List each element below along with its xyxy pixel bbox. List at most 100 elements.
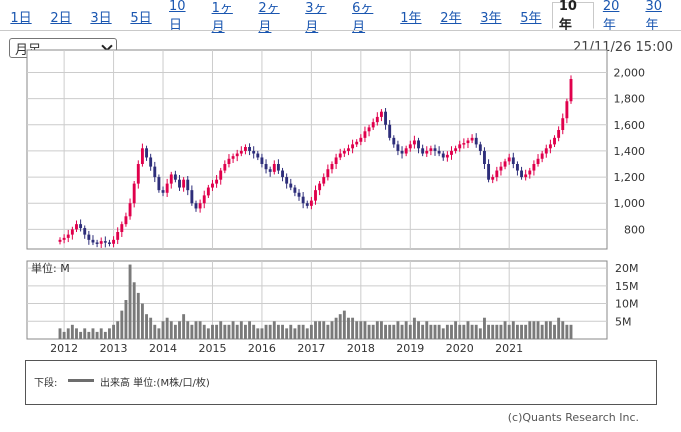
volume-bar bbox=[491, 324, 495, 339]
candle-body bbox=[268, 169, 272, 172]
tab-period-13[interactable]: 10年 bbox=[551, 0, 594, 33]
volume-bar bbox=[211, 324, 214, 339]
candle-body bbox=[182, 179, 186, 188]
volume-bar bbox=[95, 331, 99, 339]
candle-body bbox=[309, 200, 313, 206]
candle-body bbox=[227, 158, 231, 164]
volume-bar bbox=[289, 324, 293, 339]
candle-body bbox=[112, 239, 116, 244]
candle-body bbox=[392, 137, 396, 145]
candle-body bbox=[495, 170, 499, 178]
volume-bar bbox=[91, 328, 95, 339]
candle-body bbox=[264, 164, 268, 170]
candle-body bbox=[355, 141, 359, 145]
tab-period-3[interactable]: 5日 bbox=[130, 10, 152, 26]
volume-bar bbox=[557, 317, 561, 339]
candle-body bbox=[198, 203, 202, 209]
volume-bar bbox=[532, 321, 536, 339]
volume-bar bbox=[342, 310, 346, 339]
candle-body bbox=[351, 144, 355, 149]
volume-bar bbox=[520, 324, 523, 339]
candle-body bbox=[223, 164, 227, 171]
candle-body bbox=[470, 137, 474, 141]
volume-bar bbox=[153, 324, 157, 339]
tab-period-0[interactable]: 1日 bbox=[10, 10, 32, 26]
candle-body bbox=[371, 122, 375, 128]
volume-bar bbox=[495, 324, 499, 339]
volume-bar bbox=[483, 317, 486, 339]
candle-body bbox=[281, 170, 284, 178]
volume-bar bbox=[351, 317, 355, 339]
candle-body bbox=[511, 157, 515, 164]
x-tick-label: 2020 bbox=[446, 342, 474, 355]
candle-body bbox=[338, 153, 342, 158]
volume-bar bbox=[305, 328, 309, 339]
candle-body bbox=[363, 131, 367, 138]
volume-bar bbox=[421, 324, 425, 339]
volume-bar bbox=[202, 324, 206, 339]
candle-body bbox=[515, 164, 519, 171]
volume-bar bbox=[178, 321, 181, 339]
candle-body bbox=[544, 148, 548, 154]
volume-bar bbox=[450, 324, 453, 339]
candle-body bbox=[305, 203, 309, 206]
candle-body bbox=[161, 190, 165, 193]
volume-bar bbox=[165, 317, 169, 339]
volume-bar bbox=[124, 300, 128, 339]
candle-body bbox=[318, 183, 322, 191]
candle-body bbox=[478, 144, 482, 151]
volume-bar bbox=[136, 292, 140, 339]
volume-bar bbox=[487, 324, 491, 339]
chart-legend: 下段: 出来高 単位:(M株/口/枚) bbox=[25, 360, 657, 405]
candle-body bbox=[548, 144, 552, 149]
candle-body bbox=[272, 164, 276, 172]
candle-body bbox=[99, 241, 103, 244]
candle-body bbox=[441, 153, 445, 158]
candle-body bbox=[194, 203, 198, 209]
candle-body bbox=[169, 174, 173, 184]
candle-body bbox=[248, 147, 252, 151]
volume-bar bbox=[462, 324, 466, 339]
candle-body bbox=[256, 153, 260, 158]
volume-bar bbox=[569, 324, 573, 339]
candle-body bbox=[474, 137, 478, 145]
candle-body bbox=[524, 174, 528, 178]
volume-bar bbox=[392, 324, 396, 339]
candle-body bbox=[342, 150, 346, 154]
tab-period-11[interactable]: 3年 bbox=[480, 10, 502, 26]
volume-bar bbox=[338, 314, 342, 339]
price-tick-label: 1,800 bbox=[614, 93, 646, 106]
candle-body bbox=[330, 164, 334, 170]
candle-body bbox=[293, 187, 297, 193]
volume-bar bbox=[75, 328, 78, 339]
volume-bar bbox=[478, 328, 482, 339]
candle-body bbox=[375, 116, 379, 123]
volume-bar bbox=[128, 264, 132, 339]
volume-bar bbox=[470, 324, 474, 339]
volume-bar bbox=[454, 321, 458, 339]
volume-bar bbox=[66, 328, 70, 339]
volume-bar bbox=[132, 282, 136, 339]
volume-bar bbox=[301, 324, 305, 339]
tab-period-2[interactable]: 3日 bbox=[90, 10, 112, 26]
x-tick-label: 2021 bbox=[495, 342, 523, 355]
volume-bar bbox=[268, 324, 272, 339]
volume-bar bbox=[116, 321, 120, 339]
tab-period-9[interactable]: 1年 bbox=[400, 10, 422, 26]
tab-period-10[interactable]: 2年 bbox=[440, 10, 462, 26]
volume-bar bbox=[371, 324, 375, 339]
volume-bar bbox=[330, 321, 334, 339]
copyright-notice: (c)Quants Research Inc. bbox=[507, 411, 639, 424]
legend-prefix: 下段: bbox=[34, 378, 58, 389]
candle-body bbox=[75, 224, 78, 230]
volume-bar bbox=[396, 321, 400, 339]
candle-body bbox=[153, 166, 157, 178]
tab-period-1[interactable]: 2日 bbox=[50, 10, 72, 26]
candle-body bbox=[565, 101, 569, 119]
candle-body bbox=[396, 144, 400, 151]
volume-bar bbox=[553, 324, 556, 339]
candle-body bbox=[95, 242, 99, 244]
candle-body bbox=[202, 195, 206, 204]
tab-period-12[interactable]: 5年 bbox=[520, 10, 542, 26]
candle-body bbox=[314, 190, 317, 201]
